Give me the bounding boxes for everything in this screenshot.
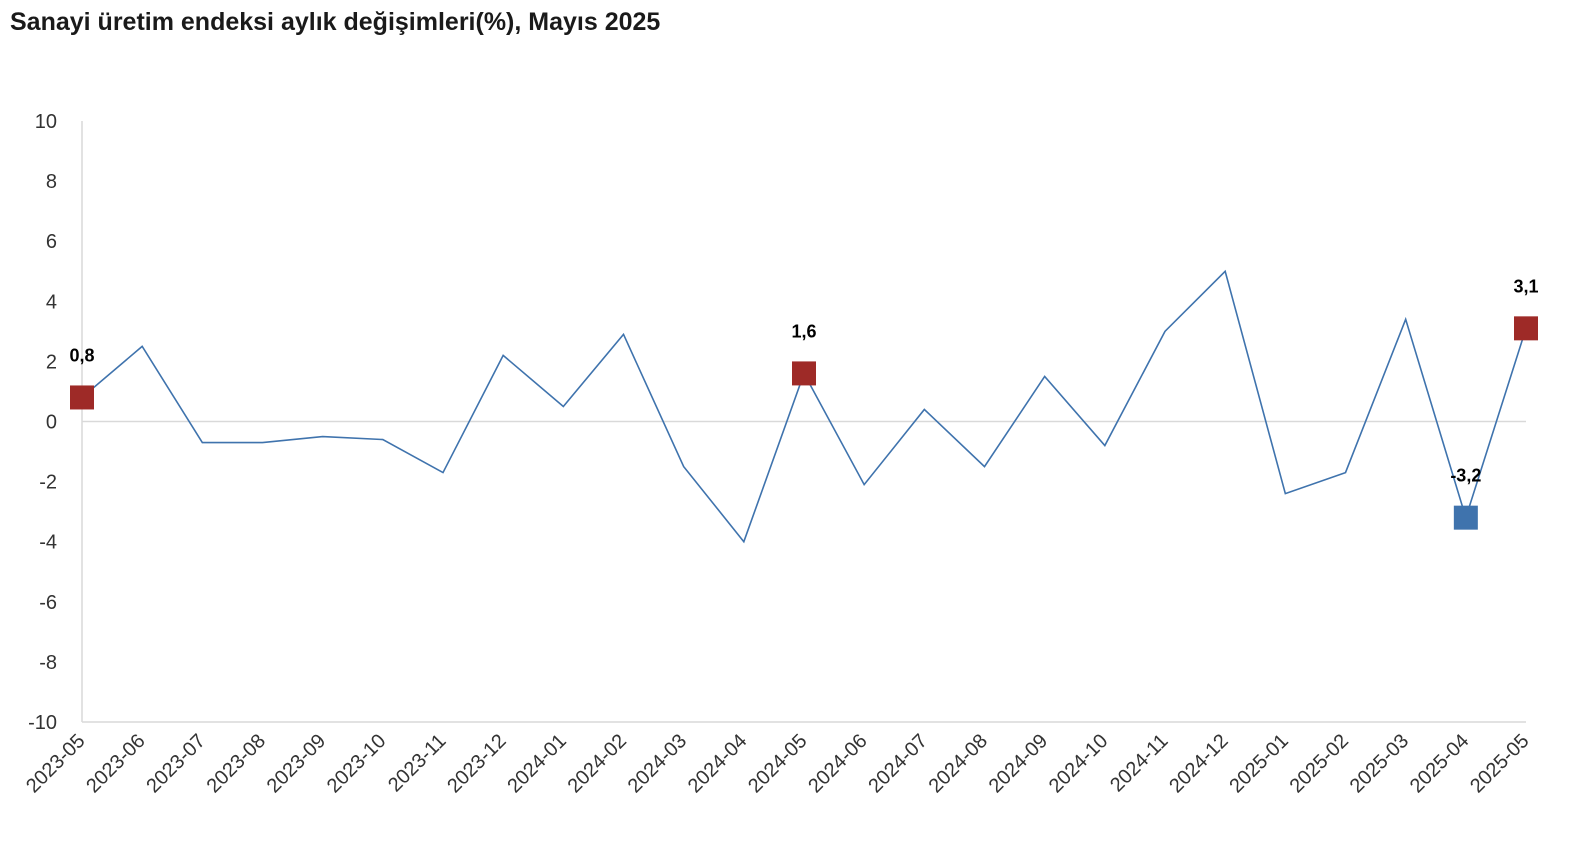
y-tick-label: 6 <box>46 231 57 253</box>
chart-axes <box>81 121 1526 723</box>
y-tick-label: -10 <box>28 712 57 734</box>
x-tick-label: 2023-09 <box>263 730 330 797</box>
chart-data-labels: 0,8 1,6 -3,2 3,1 <box>69 276 1538 485</box>
x-tick-label: 2023-06 <box>82 730 149 797</box>
y-tick-label: -6 <box>39 592 57 614</box>
x-tick-label: 2024-08 <box>925 730 992 797</box>
y-tick-label: -2 <box>39 472 57 494</box>
x-tick-label: 2024-09 <box>985 730 1052 797</box>
y-tick-label: -8 <box>39 652 57 674</box>
x-tick-label: 2023-07 <box>142 730 209 797</box>
x-tick-label: 2025-03 <box>1346 730 1413 797</box>
x-tick-label: 2024-12 <box>1165 730 1232 797</box>
x-tick-label: 2025-01 <box>1225 730 1292 797</box>
y-tick-label: 8 <box>46 171 57 193</box>
x-tick-label: 2023-10 <box>323 730 390 797</box>
chart-markers <box>70 316 1538 530</box>
x-tick-label: 2024-11 <box>1106 730 1172 796</box>
data-point-marker-2023-05 <box>70 385 94 410</box>
y-tick-label: 0 <box>46 412 57 434</box>
x-tick-label: 2024-07 <box>864 730 931 797</box>
x-tick-label: 2024-01 <box>503 730 570 797</box>
chart-title: Sanayi üretim endeksi aylık değişimleri(… <box>10 8 661 36</box>
y-tick-label: 4 <box>46 291 57 313</box>
data-point-marker-2025-05 <box>1514 316 1538 341</box>
data-point-marker-2025-04 <box>1453 505 1478 530</box>
x-tick-label: 2024-04 <box>684 730 751 797</box>
data-point-marker-2024-05 <box>792 361 816 386</box>
y-axis-ticks: 10 8 6 4 2 0 -2 -4 -6 -8 -10 <box>28 111 57 734</box>
x-tick-label: 2023-12 <box>443 730 510 797</box>
y-tick-label: -4 <box>39 532 57 554</box>
data-label-2023-05: 0,8 <box>69 345 94 365</box>
series-line-0 <box>81 269 1527 544</box>
chart-series <box>81 269 1527 544</box>
x-tick-label: 2025-04 <box>1406 730 1473 797</box>
x-tick-label: 2025-02 <box>1286 730 1353 797</box>
x-tick-label: 2024-03 <box>624 730 691 797</box>
x-tick-label: 2024-05 <box>744 730 811 797</box>
y-tick-label: 10 <box>35 111 57 133</box>
x-tick-label: 2023-08 <box>203 730 270 797</box>
x-tick-label: 2023-05 <box>22 730 89 797</box>
data-label-2025-04: -3,2 <box>1450 466 1481 486</box>
x-tick-label: 2023-11 <box>384 730 450 796</box>
x-tick-label: 2024-02 <box>564 730 631 797</box>
data-label-2025-05: 3,1 <box>1513 276 1538 296</box>
x-tick-label: 2025-05 <box>1466 730 1533 797</box>
x-tick-label: 2024-06 <box>804 730 871 797</box>
data-label-2024-05: 1,6 <box>791 321 816 341</box>
x-tick-label: 2024-10 <box>1045 730 1112 797</box>
y-tick-label: 2 <box>46 351 57 373</box>
x-axis-ticks: 2023-052023-062023-072023-082023-092023-… <box>22 730 1533 797</box>
